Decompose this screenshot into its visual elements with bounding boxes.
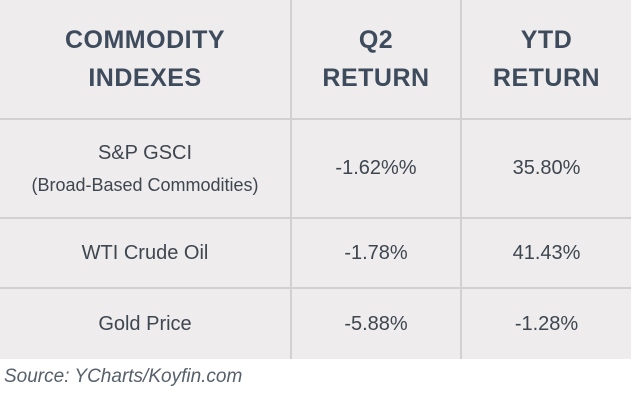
row-name-cell: WTI Crude Oil bbox=[0, 217, 292, 289]
row-name: WTI Crude Oil bbox=[81, 242, 209, 264]
header-commodity-indexes: COMMODITY INDEXES bbox=[0, 0, 292, 120]
table-row: Gold Price -5.88% -1.28% bbox=[0, 287, 631, 359]
row-name-cell: Gold Price bbox=[0, 287, 292, 359]
header-q2-line2: RETURN bbox=[322, 64, 430, 92]
header-q2-line1: Q2 bbox=[358, 26, 394, 54]
ytd-return-cell: 41.43% bbox=[460, 217, 631, 289]
q2-return-cell: -1.62%% bbox=[290, 118, 462, 219]
row-name: S&P GSCI bbox=[97, 141, 193, 164]
header-ytd-line1: YTD bbox=[520, 26, 573, 54]
header-commodity-line2: INDEXES bbox=[88, 64, 202, 92]
source-note: Source: YCharts/Koyfin.com bbox=[4, 366, 243, 387]
table-row: S&P GSCI (Broad-Based Commodities) -1.62… bbox=[0, 118, 631, 219]
q2-return-cell: -5.88% bbox=[290, 287, 462, 359]
row-subname: (Broad-Based Commodities) bbox=[31, 174, 259, 195]
table-row: WTI Crude Oil -1.78% 41.43% bbox=[0, 217, 631, 289]
q2-return-cell: -1.78% bbox=[290, 217, 462, 289]
ytd-return-cell: 35.80% bbox=[460, 118, 631, 219]
row-name: Gold Price bbox=[98, 313, 192, 335]
header-commodity-line1: COMMODITY bbox=[64, 26, 226, 54]
header-q2-return: Q2 RETURN bbox=[290, 0, 462, 120]
header-ytd-return: YTD RETURN bbox=[460, 0, 631, 120]
commodity-returns-table: COMMODITY INDEXES Q2 RETURN YTD RETURN S… bbox=[0, 0, 631, 359]
row-name-cell: S&P GSCI (Broad-Based Commodities) bbox=[0, 118, 292, 219]
header-ytd-line2: RETURN bbox=[492, 64, 601, 92]
table-header-row: COMMODITY INDEXES Q2 RETURN YTD RETURN bbox=[0, 0, 631, 120]
ytd-return-cell: -1.28% bbox=[460, 287, 631, 359]
